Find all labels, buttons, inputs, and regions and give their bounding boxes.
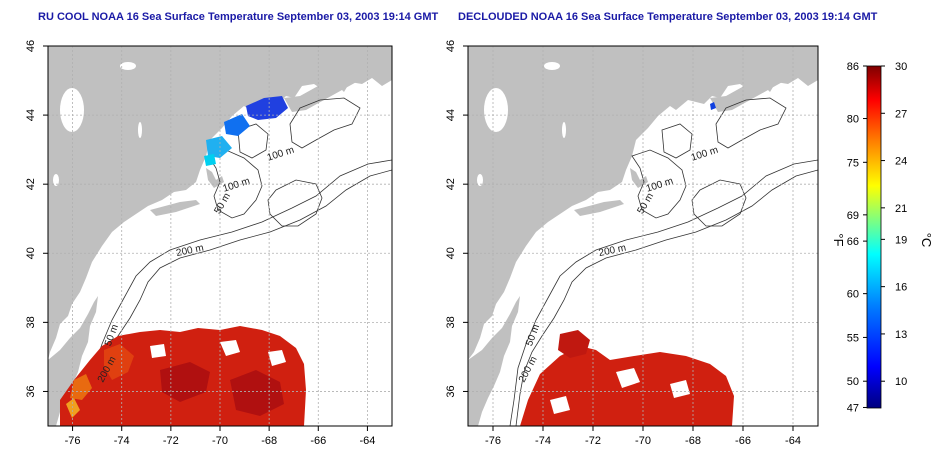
land-mass [284,50,392,112]
tick-label-lat: 46 [445,40,457,52]
tick-label-lat: 42 [445,178,457,190]
tick-label-lon: -72 [163,435,179,447]
colorbar-label-f: 60 [847,289,859,301]
colorbar-label-f: 86 [847,61,859,73]
tick-label-lat: 38 [25,316,37,328]
tick-label-lon: -74 [114,435,130,447]
colorbar-label-c: 19 [895,234,907,246]
tick-label-lat: 36 [445,385,457,397]
colorbar-label-c: 24 [895,156,907,168]
tick-label-lat: 36 [25,385,37,397]
tick-label-lat: 44 [25,109,37,121]
colorbar-label-f: 75 [847,157,859,169]
tick-label-lon: -72 [585,435,601,447]
tick-label-lat: 46 [25,40,37,52]
tick-label-lat: 40 [25,247,37,259]
grid-left [48,45,392,426]
tick-label-lat: 44 [445,109,457,121]
tick-label-lon: -76 [485,435,501,447]
colorbar-ticks: 86 80 75 69 66 60 55 50 47 30 27 24 21 19 16 13 10 [847,61,908,414]
tick-label-lon: -68 [261,435,277,447]
colorbar-label-c: 21 [895,203,907,215]
tick-label-lon: -74 [535,435,551,447]
colorbar-gradient [866,65,882,409]
tick-label-lon: -66 [310,435,326,447]
land-mass [150,200,200,216]
fahrenheit-label: °F [831,233,846,246]
colorbar-label-c: 13 [895,329,907,341]
tick-label-lat: 40 [445,247,457,259]
colorbar-label-c: 30 [895,61,907,73]
colorbar-label-c: 16 [895,282,907,294]
colorbar: 86 80 75 69 66 60 55 50 47 30 27 24 21 19 16 13 10 °F °C [831,61,934,414]
colorbar-label-f: 69 [847,210,859,222]
tick-label-lon: -76 [65,435,81,447]
sst-cold-data [204,96,288,166]
colorbar-label-f: 80 [847,114,859,126]
colorbar-label-f: 55 [847,332,859,344]
land-mass [48,46,392,360]
tick-label-lat: 42 [25,178,37,190]
tick-label-lon: -64 [359,435,375,447]
tick-label-lon: -68 [685,435,701,447]
colorbar-label-c: 10 [895,376,907,388]
tick-label-lon: -64 [785,435,801,447]
colorbar-label-f: 47 [847,402,859,414]
grid-right [468,45,818,426]
colorbar-label-f: 66 [847,236,859,248]
tick-label-lat: 38 [445,316,457,328]
axis-ticks-right: -76 -74 -72 -70 -68 -66 -64 36 38 40 42 44 46 [445,40,801,447]
left-panel-title: RU COOL NOAA 16 Sea Surface Temperature … [38,11,439,23]
tick-label-lon: -66 [735,435,751,447]
tick-label-lon: -70 [212,435,228,447]
right-panel-title: DECLOUDED NOAA 16 Sea Surface Temperatur… [458,11,878,23]
axis-ticks-left: -76 -74 -72 -70 -68 -66 -64 36 38 40 42 44 46 [25,40,375,447]
tick-label-lon: -70 [635,435,651,447]
celsius-label: °C [919,233,934,248]
colorbar-label-c: 27 [895,108,907,120]
colorbar-label-f: 50 [847,376,859,388]
land-mass [48,296,98,426]
